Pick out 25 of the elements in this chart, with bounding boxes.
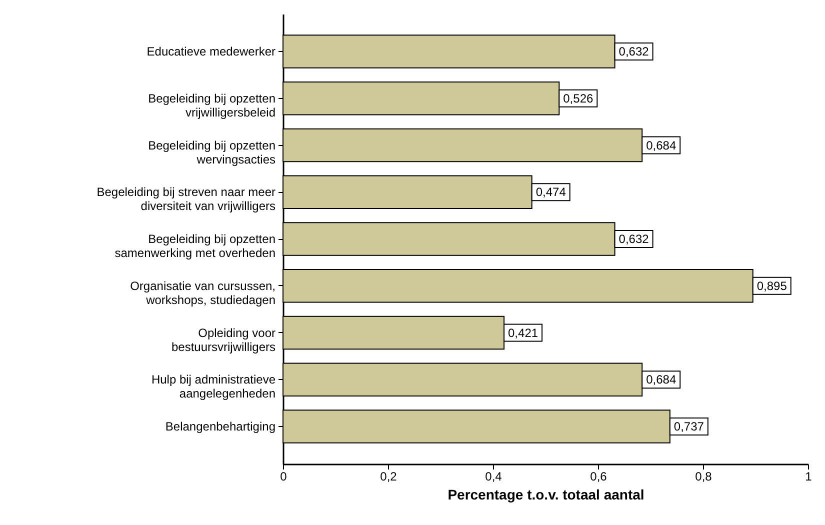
y-tick-label: Begeleiding bij opzetten samenwerking met overheden — [114, 232, 276, 260]
data-label: 0,684 — [646, 138, 676, 152]
data-label: 0,737 — [674, 420, 704, 434]
data-label: 0,421 — [508, 326, 538, 340]
data-label: 0,895 — [756, 278, 788, 293]
y-tick-label: Begeleiding bij opzetten vrijwilligersbeleid — [148, 91, 276, 120]
y-tick-label: Organisatie van cursussen, workshops, studiedagen — [130, 278, 276, 307]
x-tick-label: 0,6 — [590, 470, 608, 484]
x-tick-label: 0,2 — [380, 470, 398, 484]
y-tick-label: Begeleiding bij streven naar meer diversiteit van vrijwilligers — [96, 185, 276, 214]
y-tick-label: Hulp bij administratieve aangelegenheden — [151, 372, 276, 401]
y-tick-label: Begeleiding bij opzetten wervingsacties — [148, 138, 276, 166]
y-tick-label: Opleiding voor bestuursvrijwilligers — [171, 326, 276, 354]
data-label: 0,632 — [618, 232, 650, 246]
data-label: 0,684 — [646, 372, 676, 387]
data-label: 0,474 — [536, 185, 566, 200]
x-axis-title: Percentage t.o.v. totaal aantal — [448, 486, 644, 502]
data-label: 0,526 — [563, 91, 594, 106]
x-tick-label: 1 — [805, 470, 812, 484]
x-tick-label: 0,8 — [695, 470, 712, 484]
y-tick-label: Educatieve medewerker — [146, 44, 276, 58]
data-label: 0,632 — [618, 44, 650, 58]
x-tick-label: 0,4 — [485, 470, 502, 484]
x-tick-label: 0 — [280, 470, 288, 484]
y-tick-label: Belangenbehartiging — [165, 420, 276, 434]
